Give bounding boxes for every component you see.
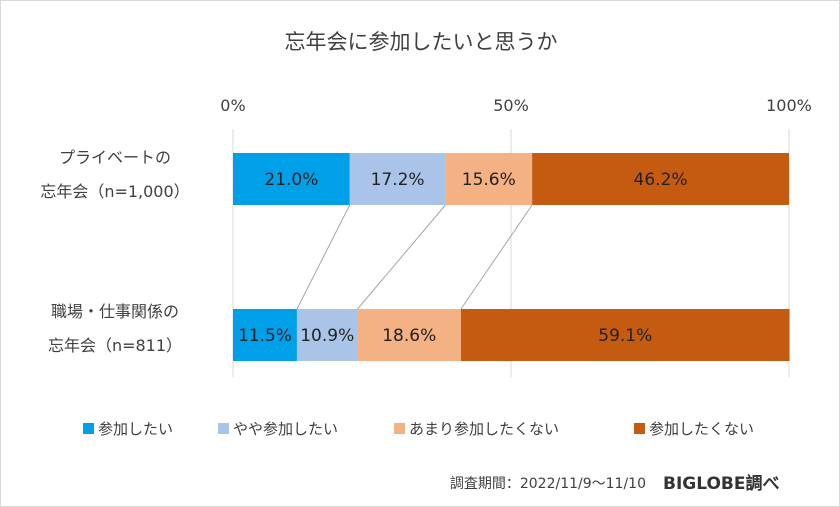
x-tick-label: 0% xyxy=(220,96,245,115)
bar-segment xyxy=(233,309,297,361)
data-label: 46.2% xyxy=(634,170,688,190)
data-label: 10.9% xyxy=(300,326,354,346)
x-tick-label: 50% xyxy=(493,96,529,115)
legend-swatch xyxy=(394,423,405,434)
bar-segment xyxy=(460,309,790,361)
bar-segment xyxy=(532,153,789,205)
data-label: 15.6% xyxy=(462,170,516,190)
data-label: 17.2% xyxy=(371,170,425,190)
x-tick-label: 100% xyxy=(766,96,812,115)
category-label: プライベートの xyxy=(59,148,171,167)
data-label: 59.1% xyxy=(598,326,652,346)
x-axis-ticks: 0% 50% 100% xyxy=(220,96,812,115)
bar-segment xyxy=(357,309,461,361)
legend-swatch xyxy=(634,423,645,434)
legend-label: 参加したい xyxy=(98,420,173,438)
bar-segment xyxy=(349,153,446,205)
data-label: 21.0% xyxy=(264,170,318,190)
bar-segment xyxy=(445,153,533,205)
legend-label: あまり参加したくない xyxy=(409,420,559,438)
data-label: 11.5% xyxy=(238,326,292,346)
legend: 参加したい やや参加したい あまり参加したくない 参加したくない xyxy=(83,420,754,438)
bars xyxy=(233,153,790,361)
legend-label: やや参加したい xyxy=(233,420,338,438)
chart-title: 忘年会に参加したいと思うか xyxy=(285,30,558,54)
source-brand: BIGLOBE調べ xyxy=(663,473,780,494)
category-label: 職場・仕事関係の xyxy=(51,302,179,321)
category-label: 忘年会（n=811） xyxy=(48,336,182,355)
connector-line xyxy=(460,204,533,310)
connector-line xyxy=(357,204,446,310)
connector-lines xyxy=(296,204,533,310)
data-labels: 21.0% 17.2% 15.6% 46.2% 11.5% 10.9% 18.6% 59.1% xyxy=(238,170,688,346)
connector-line xyxy=(296,204,351,310)
category-label: 忘年会（n=1,000） xyxy=(40,182,189,201)
legend-label: 参加したくない xyxy=(649,420,754,438)
bar-segment xyxy=(296,309,358,361)
bar-segment xyxy=(233,153,350,205)
legend-swatch xyxy=(218,423,229,434)
legend-swatch xyxy=(83,423,94,434)
data-label: 18.6% xyxy=(382,326,436,346)
survey-period-note: 調査期間：2022/11/9〜11/10 xyxy=(450,476,646,492)
